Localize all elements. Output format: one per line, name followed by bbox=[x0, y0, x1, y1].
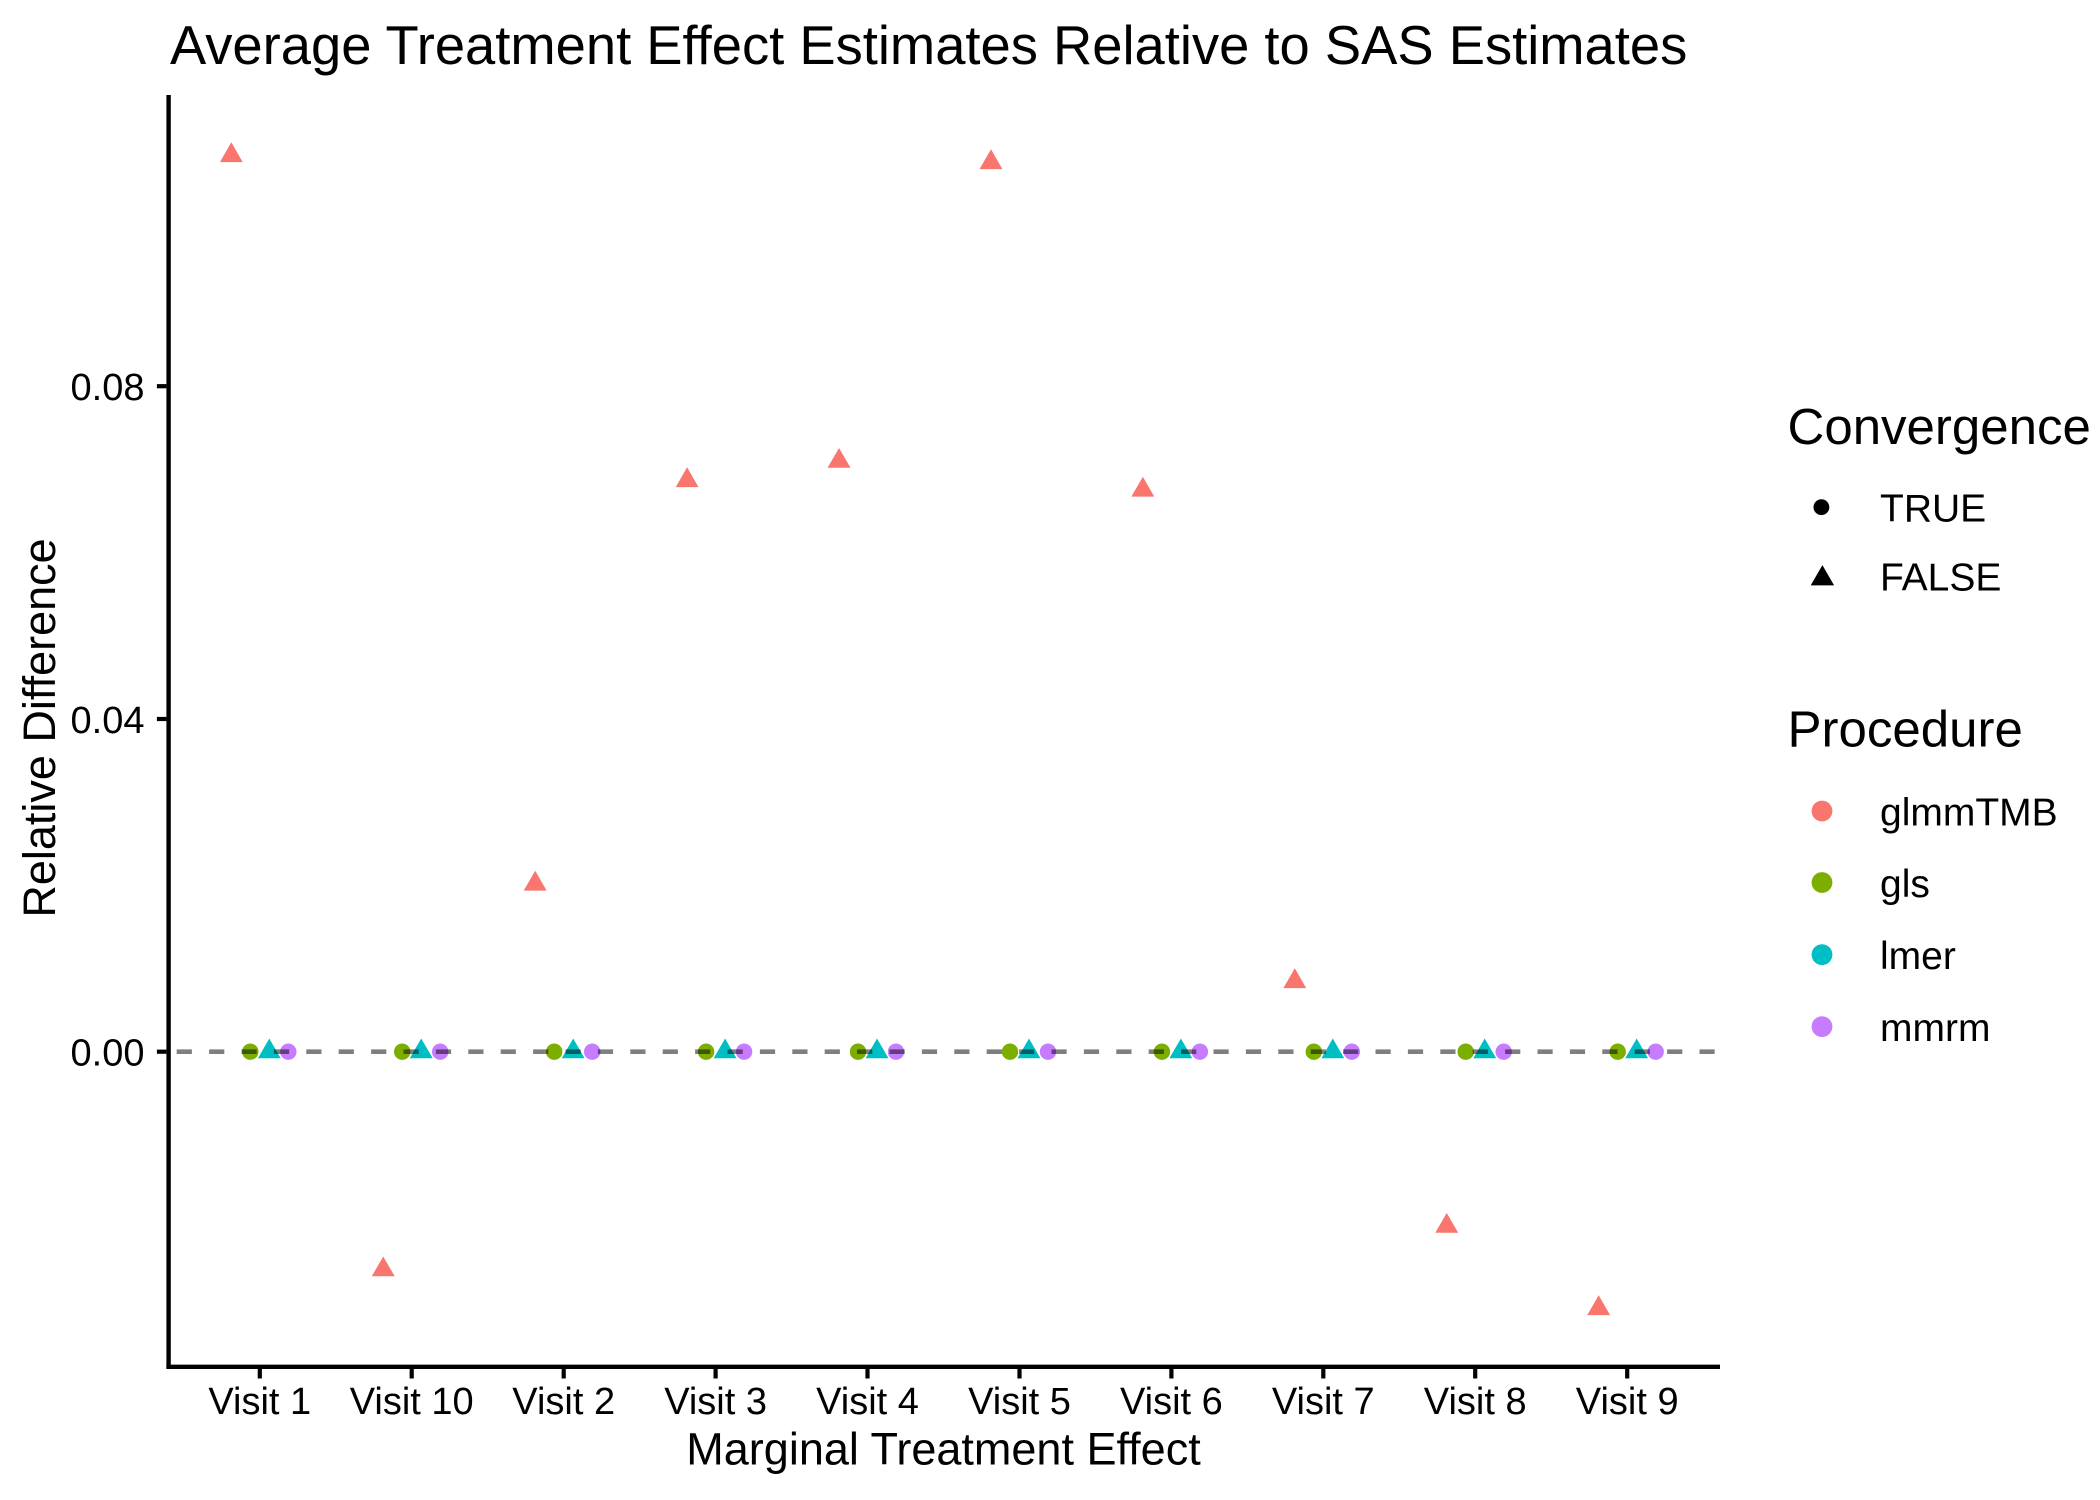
svg-text:TRUE: TRUE bbox=[1880, 487, 1986, 530]
svg-text:glmmTMB: glmmTMB bbox=[1880, 791, 2058, 834]
svg-text:Visit 7: Visit 7 bbox=[1272, 1381, 1375, 1423]
svg-text:0.00: 0.00 bbox=[71, 1033, 145, 1075]
svg-text:Visit 6: Visit 6 bbox=[1120, 1381, 1223, 1423]
svg-text:mmrm: mmrm bbox=[1880, 1007, 1990, 1050]
svg-text:Visit 3: Visit 3 bbox=[664, 1381, 767, 1423]
svg-text:Relative Difference: Relative Difference bbox=[14, 538, 65, 917]
svg-text:0.04: 0.04 bbox=[71, 700, 145, 742]
svg-text:Convergence: Convergence bbox=[1788, 398, 2091, 455]
svg-text:Visit 10: Visit 10 bbox=[350, 1381, 474, 1423]
svg-text:Visit 2: Visit 2 bbox=[512, 1381, 615, 1423]
svg-text:Visit 9: Visit 9 bbox=[1576, 1381, 1679, 1423]
svg-text:Visit 5: Visit 5 bbox=[968, 1381, 1071, 1423]
svg-text:Visit 8: Visit 8 bbox=[1424, 1381, 1527, 1423]
svg-text:Visit 4: Visit 4 bbox=[816, 1381, 919, 1423]
svg-text:0.08: 0.08 bbox=[71, 367, 145, 409]
svg-text:Average Treatment Effect Estim: Average Treatment Effect Estimates Relat… bbox=[170, 15, 1687, 76]
svg-text:FALSE: FALSE bbox=[1880, 556, 2001, 599]
svg-text:gls: gls bbox=[1880, 863, 1930, 906]
svg-text:lmer: lmer bbox=[1880, 935, 1956, 978]
svg-text:Marginal Treatment Effect: Marginal Treatment Effect bbox=[686, 1424, 1201, 1475]
svg-text:Procedure: Procedure bbox=[1788, 701, 2023, 758]
svg-text:Visit 1: Visit 1 bbox=[208, 1381, 311, 1423]
